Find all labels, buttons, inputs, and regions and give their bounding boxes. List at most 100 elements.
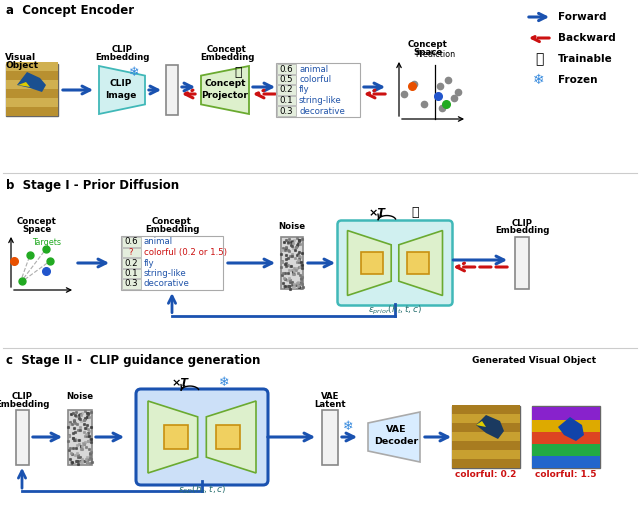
Text: Concept: Concept (204, 79, 246, 89)
Polygon shape (368, 412, 420, 462)
FancyBboxPatch shape (452, 423, 520, 432)
FancyBboxPatch shape (122, 258, 141, 268)
Polygon shape (558, 417, 584, 441)
Text: CLIP: CLIP (12, 392, 33, 401)
Polygon shape (148, 401, 198, 473)
Polygon shape (206, 401, 256, 473)
FancyBboxPatch shape (136, 389, 268, 485)
FancyBboxPatch shape (452, 432, 520, 441)
FancyBboxPatch shape (276, 85, 296, 94)
FancyBboxPatch shape (452, 414, 520, 423)
FancyBboxPatch shape (68, 410, 92, 465)
FancyBboxPatch shape (532, 406, 600, 468)
FancyBboxPatch shape (276, 75, 296, 84)
Text: Image: Image (106, 90, 137, 100)
FancyBboxPatch shape (166, 65, 178, 115)
FancyBboxPatch shape (276, 96, 296, 105)
Polygon shape (99, 66, 145, 114)
FancyBboxPatch shape (122, 248, 141, 257)
FancyBboxPatch shape (6, 71, 58, 80)
FancyBboxPatch shape (122, 279, 141, 289)
Polygon shape (476, 415, 504, 439)
Text: 0.1: 0.1 (279, 96, 293, 105)
Text: string-like: string-like (144, 269, 187, 278)
Text: CLIP: CLIP (511, 219, 532, 228)
Text: Noise: Noise (67, 392, 93, 401)
FancyBboxPatch shape (337, 220, 452, 306)
Text: colorful: 0.2: colorful: 0.2 (455, 470, 516, 479)
Text: animal: animal (144, 237, 173, 247)
FancyBboxPatch shape (532, 431, 600, 444)
Text: Embedding: Embedding (0, 400, 49, 409)
Text: CLIP: CLIP (111, 45, 132, 54)
Text: string-like: string-like (299, 96, 342, 105)
Text: decorative: decorative (299, 107, 345, 116)
Text: CLIP: CLIP (110, 79, 132, 89)
FancyBboxPatch shape (452, 441, 520, 450)
FancyBboxPatch shape (15, 410, 29, 465)
Text: Trainable: Trainable (558, 54, 612, 64)
Text: ×T: ×T (369, 207, 385, 217)
Text: Concept: Concept (408, 40, 448, 49)
FancyBboxPatch shape (164, 425, 188, 449)
FancyBboxPatch shape (276, 63, 360, 117)
Polygon shape (399, 230, 442, 296)
FancyBboxPatch shape (452, 450, 520, 459)
Polygon shape (18, 82, 30, 87)
Text: VAE: VAE (321, 392, 339, 401)
FancyBboxPatch shape (361, 252, 383, 274)
Text: Space: Space (413, 48, 443, 57)
Text: animal: animal (299, 65, 328, 74)
FancyBboxPatch shape (121, 236, 223, 290)
Text: $\epsilon_{SD}$$(h_t, t, c)$: $\epsilon_{SD}$$(h_t, t, c)$ (178, 483, 226, 496)
Text: Space: Space (22, 225, 52, 234)
Text: a  Concept Encoder: a Concept Encoder (6, 4, 134, 17)
Text: fly: fly (299, 86, 310, 94)
Text: c  Stage II -  CLIP guidance generation: c Stage II - CLIP guidance generation (6, 354, 260, 367)
FancyBboxPatch shape (276, 106, 296, 116)
Text: 0.2: 0.2 (124, 258, 138, 268)
Text: Concept: Concept (207, 45, 247, 54)
Text: ❄: ❄ (533, 73, 545, 87)
Text: Backward: Backward (558, 33, 616, 43)
Text: Embedding: Embedding (145, 225, 199, 234)
Text: colorful: 1.5: colorful: 1.5 (535, 470, 596, 479)
Text: Latent: Latent (314, 400, 346, 409)
Text: 0.2: 0.2 (279, 86, 293, 94)
Text: fly: fly (144, 258, 155, 268)
FancyBboxPatch shape (532, 407, 600, 420)
FancyBboxPatch shape (281, 237, 303, 289)
Text: 🔥: 🔥 (234, 66, 242, 79)
FancyBboxPatch shape (6, 80, 58, 89)
Text: b  Stage I - Prior Diffusion: b Stage I - Prior Diffusion (6, 179, 179, 192)
Text: 🔥: 🔥 (535, 52, 543, 66)
Text: Noise: Noise (278, 222, 305, 231)
Text: 🔥: 🔥 (412, 206, 419, 219)
FancyBboxPatch shape (6, 62, 58, 71)
FancyBboxPatch shape (216, 425, 240, 449)
Text: colorful (0.2 or 1.5): colorful (0.2 or 1.5) (144, 248, 227, 257)
Text: VAE: VAE (386, 425, 406, 435)
Text: Frozen: Frozen (558, 75, 598, 85)
Polygon shape (201, 66, 249, 114)
Text: 0.6: 0.6 (279, 65, 293, 74)
FancyBboxPatch shape (515, 237, 529, 289)
Text: Visual: Visual (5, 53, 36, 62)
FancyBboxPatch shape (6, 64, 58, 116)
Text: 0.3: 0.3 (124, 279, 138, 289)
FancyBboxPatch shape (407, 252, 429, 274)
Text: decorative: decorative (144, 279, 190, 289)
Text: 0.1: 0.1 (124, 269, 138, 278)
Text: Targets: Targets (33, 238, 61, 247)
FancyBboxPatch shape (532, 443, 600, 456)
Text: Embedding: Embedding (200, 53, 254, 62)
FancyBboxPatch shape (452, 405, 520, 414)
Text: ×T: ×T (172, 378, 189, 388)
Text: Prediction: Prediction (415, 50, 455, 59)
Text: Embedding: Embedding (95, 53, 149, 62)
Text: Object: Object (5, 61, 38, 70)
FancyBboxPatch shape (6, 107, 58, 116)
Text: Concept: Concept (152, 217, 192, 226)
Text: 0.6: 0.6 (124, 237, 138, 247)
Polygon shape (17, 72, 46, 92)
